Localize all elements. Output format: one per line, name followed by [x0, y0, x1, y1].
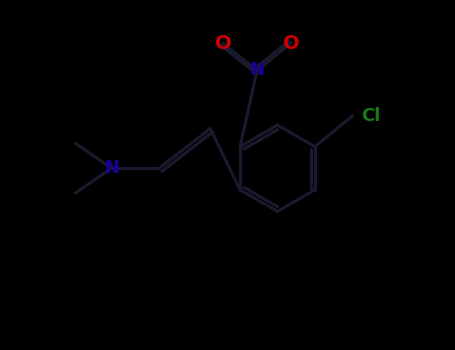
Text: N: N	[104, 159, 119, 177]
Text: O: O	[283, 34, 299, 53]
Text: Cl: Cl	[361, 107, 380, 125]
Text: N: N	[249, 62, 264, 79]
Text: O: O	[215, 34, 231, 53]
